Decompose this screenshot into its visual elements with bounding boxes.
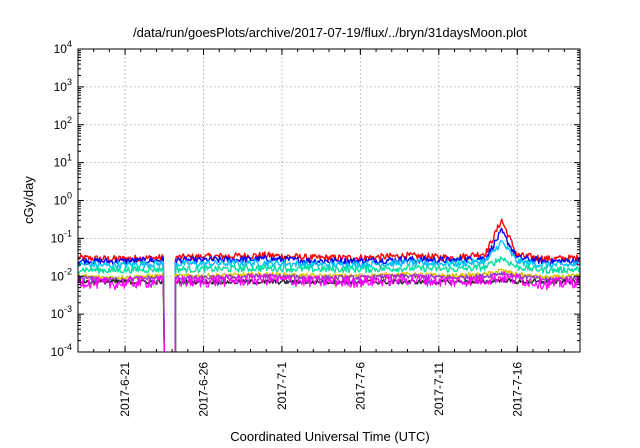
x-tick-label: 2017-7-16: [510, 362, 524, 417]
y-tick-label: 10-3: [51, 304, 72, 321]
x-axis-label: Coordinated Universal Time (UTC): [230, 429, 429, 444]
y-tick-label: 10-1: [51, 228, 72, 245]
x-tick-label: 2017-7-1: [275, 362, 289, 410]
y-tick-label: 103: [54, 77, 72, 94]
chart-title: /data/run/goesPlots/archive/2017-07-19/f…: [133, 25, 527, 40]
y-tick-label: 10-4: [51, 342, 72, 359]
plot-frame: [77, 48, 581, 353]
y-tick-base: 10: [54, 80, 68, 94]
series-line: [77, 240, 581, 353]
y-tick-base: 10: [54, 42, 68, 56]
y-tick-label: 101: [54, 153, 72, 170]
series-line: [77, 271, 581, 353]
plot-area: [77, 218, 581, 353]
y-tick-label: 10-2: [51, 266, 72, 283]
y-tick-base: 10: [51, 345, 65, 359]
x-tick-label: 2017-7-6: [353, 362, 367, 410]
y-tick-label: 102: [54, 115, 72, 132]
series-line: [77, 277, 581, 353]
grid: [78, 49, 580, 352]
series-line: [77, 227, 581, 353]
y-tick-base: 10: [54, 118, 68, 132]
y-tick-exponent: 4: [67, 39, 72, 49]
y-tick-label: 100: [54, 191, 72, 208]
y-tick-exponent: 3: [67, 77, 72, 87]
x-axis: 2017-6-21 2017-6-26 2017-7-1 2017-7-6 2017-7…: [93, 49, 565, 417]
y-tick-exponent: 1: [67, 153, 72, 163]
y-tick-base: 10: [54, 156, 68, 170]
series-line: [78, 256, 581, 353]
y-tick-base: 10: [51, 231, 65, 245]
y-tick-base: 10: [51, 307, 65, 321]
y-tick-base: 10: [54, 194, 68, 208]
y-tick-label: 104: [54, 39, 72, 56]
y-tick-exponent: -2: [64, 266, 72, 276]
y-tick-base: 10: [51, 269, 65, 283]
series-line: [77, 218, 581, 353]
y-tick-exponent: -4: [64, 342, 72, 352]
y-tick-exponent: 0: [67, 191, 72, 201]
x-tick-label: 2017-7-11: [432, 362, 446, 416]
y-axis-label: cGy/day: [21, 176, 36, 224]
y-tick-exponent: -3: [64, 304, 72, 314]
x-tick-label: 2017-6-21: [118, 362, 132, 417]
y-tick-exponent: 2: [67, 115, 72, 125]
y-tick-exponent: -1: [64, 228, 72, 238]
x-tick-label: 2017-6-26: [197, 362, 211, 417]
